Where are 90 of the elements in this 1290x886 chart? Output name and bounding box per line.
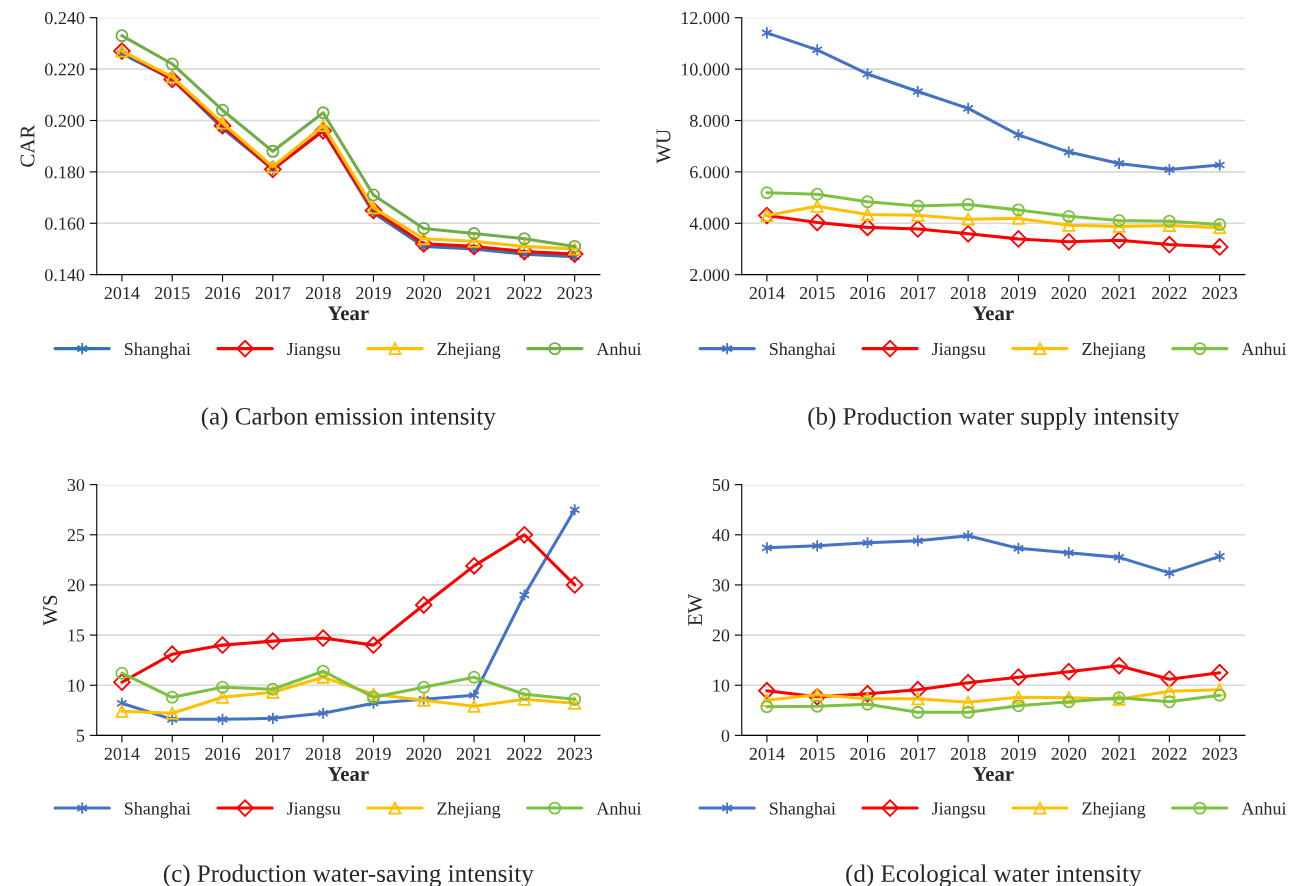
y-tick-label: 10.000 [681, 63, 730, 76]
y-tick-label: 50 [712, 478, 730, 492]
legend-label: Jiangsu [931, 342, 986, 359]
x-tick-label: 2021 [456, 747, 492, 760]
legend-label: Zhejiang [437, 342, 501, 359]
legend-label: Shanghai [124, 801, 191, 819]
x-tick-label: 2018 [950, 747, 986, 760]
x-tick-label: 2017 [900, 747, 936, 760]
y-tick-label: 10 [713, 679, 730, 692]
y-axis-title: EW [688, 593, 703, 626]
y-tick-label: 2.000 [690, 268, 730, 282]
x-tick-label: 2017 [900, 286, 936, 300]
x-axis-title: Year [327, 767, 369, 781]
y-tick-label: 15 [68, 629, 85, 642]
y-tick-label: 20 [67, 579, 85, 592]
x-tick-label: 2014 [749, 747, 785, 760]
y-tick-label: 30 [67, 478, 85, 492]
legend-label: Anhui [1241, 801, 1287, 815]
x-tick-label: 2016 [205, 747, 241, 760]
legend-label: Jiangsu [286, 802, 341, 819]
x-tick-label: 2022 [1152, 286, 1187, 300]
x-tick-label: 2016 [205, 286, 241, 300]
y-tick-label: 0.240 [45, 11, 85, 25]
x-tick-label: 2017 [255, 747, 291, 760]
y-axis-title: CAR [20, 124, 35, 167]
legend-label: Shanghai [769, 801, 836, 819]
x-tick-label: 2023 [1202, 747, 1238, 760]
legend-label: Zhejiang [1082, 801, 1146, 819]
y-tick-label: 8.000 [690, 114, 730, 128]
legend-label: Jiangsu [931, 802, 986, 819]
x-tick-label: 2014 [104, 286, 140, 300]
x-tick-label: 2014 [749, 286, 785, 300]
y-tick-label: 0.220 [45, 63, 85, 76]
x-tick-label: 2021 [1101, 286, 1137, 300]
y-tick-label: 5 [76, 729, 85, 742]
x-tick-label: 2015 [799, 747, 835, 760]
legend-label: Shanghai [769, 342, 836, 359]
x-tick-label: 2022 [507, 747, 542, 760]
legend-label: Zhejiang [437, 801, 501, 819]
y-tick-label: 12.000 [681, 11, 730, 25]
y-tick-label: 0.180 [45, 166, 85, 179]
y-axis-title: WU [656, 129, 671, 164]
x-tick-label: 2015 [799, 286, 835, 300]
y-tick-label: 4.000 [689, 217, 730, 230]
x-tick-label: 2019 [1001, 286, 1036, 300]
x-axis-title: Year [972, 306, 1014, 321]
x-tick-label: 2019 [356, 747, 391, 760]
legend-label: Zhejiang [1082, 342, 1146, 359]
y-tick-label: 25 [67, 529, 85, 542]
legend-label: Anhui [1241, 342, 1287, 356]
x-tick-label: 2016 [850, 286, 886, 300]
x-tick-label: 2014 [104, 747, 140, 760]
x-tick-label: 2019 [1001, 747, 1036, 760]
y-tick-label: 0.160 [45, 217, 85, 230]
y-tick-label: 40 [712, 529, 730, 542]
x-tick-label: 2020 [1051, 286, 1087, 300]
x-tick-label: 2021 [1101, 747, 1137, 760]
x-tick-label: 2015 [154, 286, 190, 300]
y-tick-label: 0 [721, 729, 730, 742]
x-tick-label: 2018 [305, 286, 341, 300]
y-tick-label: 0.200 [45, 114, 85, 128]
x-tick-label: 2018 [950, 286, 986, 300]
y-axis-title: WS [43, 595, 58, 626]
y-tick-label: 30 [712, 579, 730, 592]
legend-label: Anhui [596, 801, 642, 815]
x-tick-label: 2022 [1152, 747, 1187, 760]
x-tick-label: 2015 [154, 747, 190, 760]
x-tick-label: 2020 [406, 747, 442, 760]
x-tick-label: 2023 [557, 747, 593, 760]
text: (a) Carbon emission intensity [201, 407, 496, 430]
x-tick-label: 2019 [356, 286, 391, 300]
text: (b) Production water supply intensity [808, 407, 1180, 430]
x-tick-label: 2023 [1202, 286, 1238, 300]
legend-label: Jiangsu [286, 342, 341, 359]
x-axis-title: Year [972, 767, 1014, 781]
y-tick-label: 20 [712, 629, 730, 642]
x-tick-label: 2017 [255, 286, 291, 300]
y-tick-label: 6.000 [690, 166, 730, 179]
x-tick-label: 2018 [305, 747, 341, 760]
x-tick-label: 2021 [456, 286, 492, 300]
x-tick-label: 2020 [1051, 747, 1087, 760]
x-tick-label: 2022 [507, 286, 542, 300]
legend-label: Anhui [596, 342, 642, 356]
x-tick-label: 2020 [406, 286, 442, 300]
y-tick-label: 10 [68, 679, 85, 692]
x-tick-label: 2023 [557, 286, 593, 300]
legend-label: Shanghai [124, 342, 191, 359]
y-tick-label: 0.140 [45, 268, 85, 282]
x-axis-title: Year [327, 306, 369, 321]
x-tick-label: 2016 [850, 747, 886, 760]
